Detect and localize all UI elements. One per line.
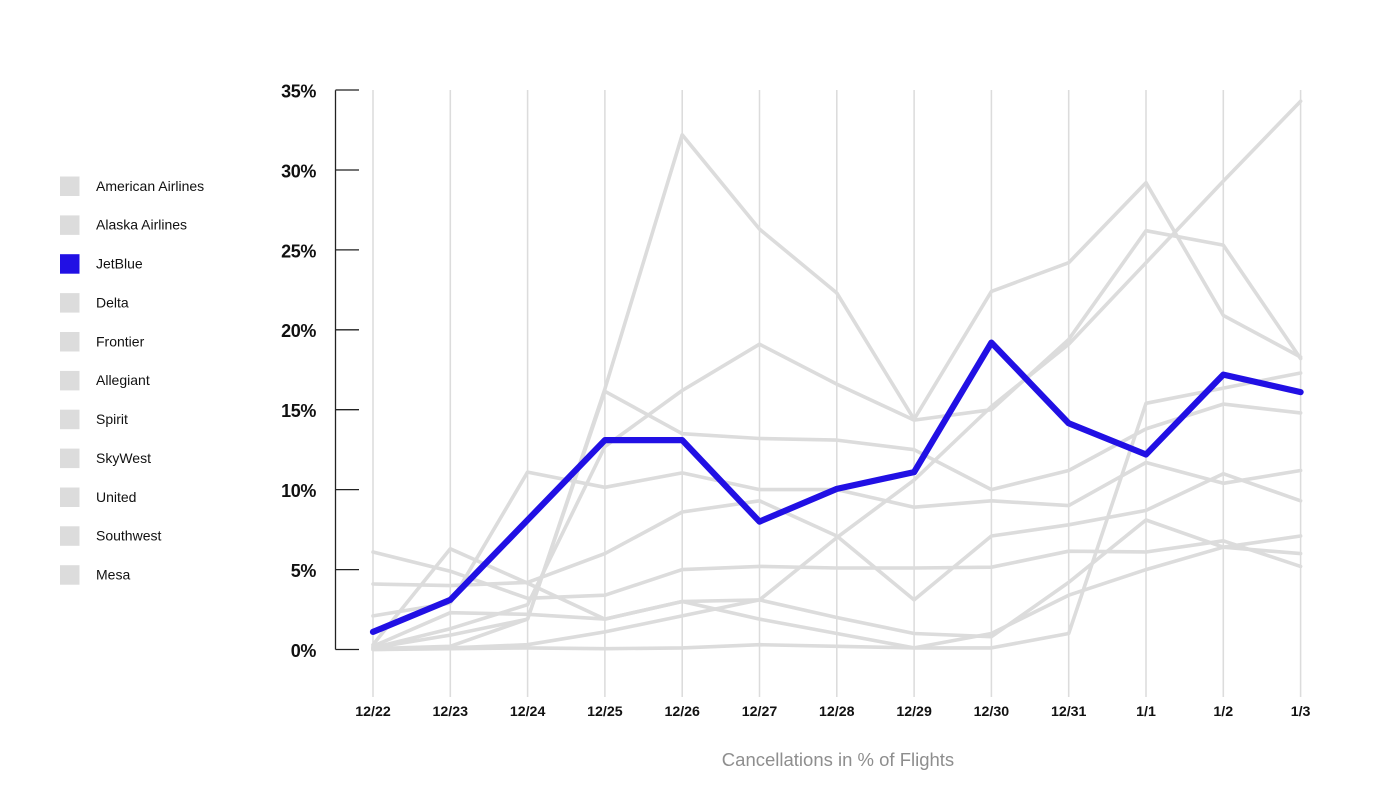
svg-text:10%: 10% xyxy=(281,481,316,501)
svg-text:12/22: 12/22 xyxy=(355,704,391,720)
svg-text:Cancellations in % of Flights: Cancellations in % of Flights xyxy=(722,749,954,770)
svg-text:Southwest: Southwest xyxy=(96,528,161,544)
svg-text:12/31: 12/31 xyxy=(1051,704,1087,720)
svg-text:1/2: 1/2 xyxy=(1213,704,1233,720)
svg-text:Spirit: Spirit xyxy=(96,411,128,427)
svg-text:12/30: 12/30 xyxy=(974,704,1010,720)
svg-text:12/24: 12/24 xyxy=(510,704,546,720)
svg-text:12/25: 12/25 xyxy=(587,704,623,720)
svg-text:Alaska Airlines: Alaska Airlines xyxy=(96,217,187,233)
svg-text:United: United xyxy=(96,489,136,505)
svg-text:12/27: 12/27 xyxy=(742,704,778,720)
svg-text:12/26: 12/26 xyxy=(664,704,700,720)
svg-text:JetBlue: JetBlue xyxy=(96,256,143,272)
svg-text:12/28: 12/28 xyxy=(819,704,855,720)
svg-text:SkyWest: SkyWest xyxy=(96,450,151,466)
svg-text:35%: 35% xyxy=(281,81,316,101)
svg-text:Frontier: Frontier xyxy=(96,333,145,349)
svg-text:American Airlines: American Airlines xyxy=(96,178,204,194)
svg-text:1/3: 1/3 xyxy=(1291,704,1311,720)
svg-text:0%: 0% xyxy=(291,641,317,661)
svg-text:Delta: Delta xyxy=(96,294,129,310)
svg-text:15%: 15% xyxy=(281,401,316,421)
svg-text:12/23: 12/23 xyxy=(433,704,469,720)
svg-text:1/1: 1/1 xyxy=(1136,704,1156,720)
svg-text:25%: 25% xyxy=(281,241,316,261)
svg-text:Allegiant: Allegiant xyxy=(96,372,150,388)
svg-text:30%: 30% xyxy=(281,161,316,181)
svg-text:5%: 5% xyxy=(291,561,317,581)
svg-text:Mesa: Mesa xyxy=(96,567,130,583)
svg-text:20%: 20% xyxy=(281,321,316,341)
svg-text:12/29: 12/29 xyxy=(896,704,932,720)
